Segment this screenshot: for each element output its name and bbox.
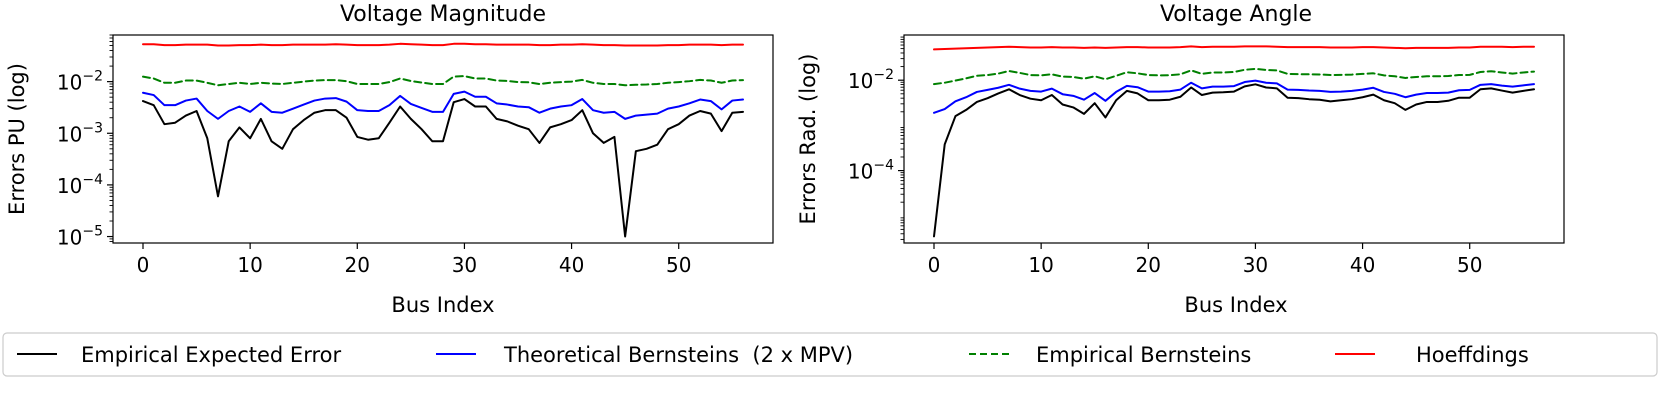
voltage-magnitude-panel: Voltage Magnitude Errors PU (log) Bus In…	[5, 2, 774, 317]
series-line-hoeffdings	[933, 45, 1535, 51]
voltage-angle-series	[933, 45, 1535, 238]
legend-entry-empirical-bernsteins: Empirical Bernsteins	[969, 343, 1251, 367]
voltage-angle-ylabel: Errors Rad. (log)	[796, 54, 820, 225]
voltage-angle-frame	[903, 34, 1565, 244]
voltage-magnitude-frame	[112, 34, 774, 244]
x-tick-label: 0	[928, 253, 941, 277]
x-tick-label: 0	[137, 253, 150, 277]
voltage-angle-xlabel: Bus Index	[1184, 293, 1287, 317]
legend-label: Empirical Bernsteins	[1036, 343, 1251, 367]
series-line-empirical-bernsteins	[933, 67, 1535, 86]
x-tick-label: 10	[1028, 253, 1053, 277]
voltage-magnitude-ylabel: Errors PU (log)	[5, 63, 29, 215]
legend-label: Theoretical Bernsteins (2 x MPV)	[503, 343, 853, 367]
y-tick-label: 10−4	[57, 172, 103, 198]
y-tick-label: 10−4	[848, 158, 894, 184]
x-tick-label: 30	[1243, 253, 1268, 277]
voltage-magnitude-xlabel: Bus Index	[391, 293, 494, 317]
x-tick-label: 20	[345, 253, 370, 277]
y-tick-label: 10−3	[57, 120, 103, 146]
x-tick-label: 30	[452, 253, 477, 277]
x-tick-label: 20	[1136, 253, 1161, 277]
x-tick-label: 10	[237, 253, 262, 277]
y-tick-label: 10−5	[57, 224, 103, 250]
voltage-magnitude-series	[142, 42, 744, 238]
legend-label: Empirical Expected Error	[81, 343, 341, 367]
legend-label: Hoeffdings	[1416, 343, 1529, 367]
series-line-empirical-expected-error	[142, 98, 744, 238]
voltage-magnitude-title: Voltage Magnitude	[340, 2, 546, 27]
x-tick-label: 40	[1350, 253, 1375, 277]
x-tick-label: 50	[666, 253, 691, 277]
voltage-angle-panel: Voltage Angle Errors Rad. (log) Bus Inde…	[796, 2, 1565, 317]
series-line-hoeffdings	[142, 42, 744, 47]
y-tick-label: 10−2	[848, 67, 894, 93]
x-tick-label: 50	[1457, 253, 1482, 277]
series-line-empirical-expected-error	[933, 83, 1535, 238]
voltage-angle-title: Voltage Angle	[1160, 2, 1312, 27]
legend-box	[2, 332, 1658, 377]
y-tick-label: 10−2	[57, 69, 103, 95]
series-line-theoretical-bernsteins-2-x-mpv	[142, 90, 744, 120]
series-line-empirical-bernsteins	[142, 75, 744, 87]
x-tick-label: 40	[559, 253, 584, 277]
voltage-angle-ticks: 0 10 20 30 40 50 10−4 10−2	[848, 36, 1482, 277]
voltage-magnitude-ticks: 0 10 20 30 40 50 10−5 10−4 10−3 10−2	[57, 34, 691, 277]
series-line-theoretical-bernsteins-2-x-mpv	[933, 79, 1535, 114]
legend: Empirical Expected Error Theoretical Ber…	[2, 332, 1658, 377]
legend-entry-hoeffdings: Hoeffdings	[1335, 343, 1529, 367]
legend-entry-theoretical-bernsteins: Theoretical Bernsteins (2 x MPV)	[436, 343, 853, 367]
legend-entry-empirical-expected-error: Empirical Expected Error	[17, 343, 341, 367]
